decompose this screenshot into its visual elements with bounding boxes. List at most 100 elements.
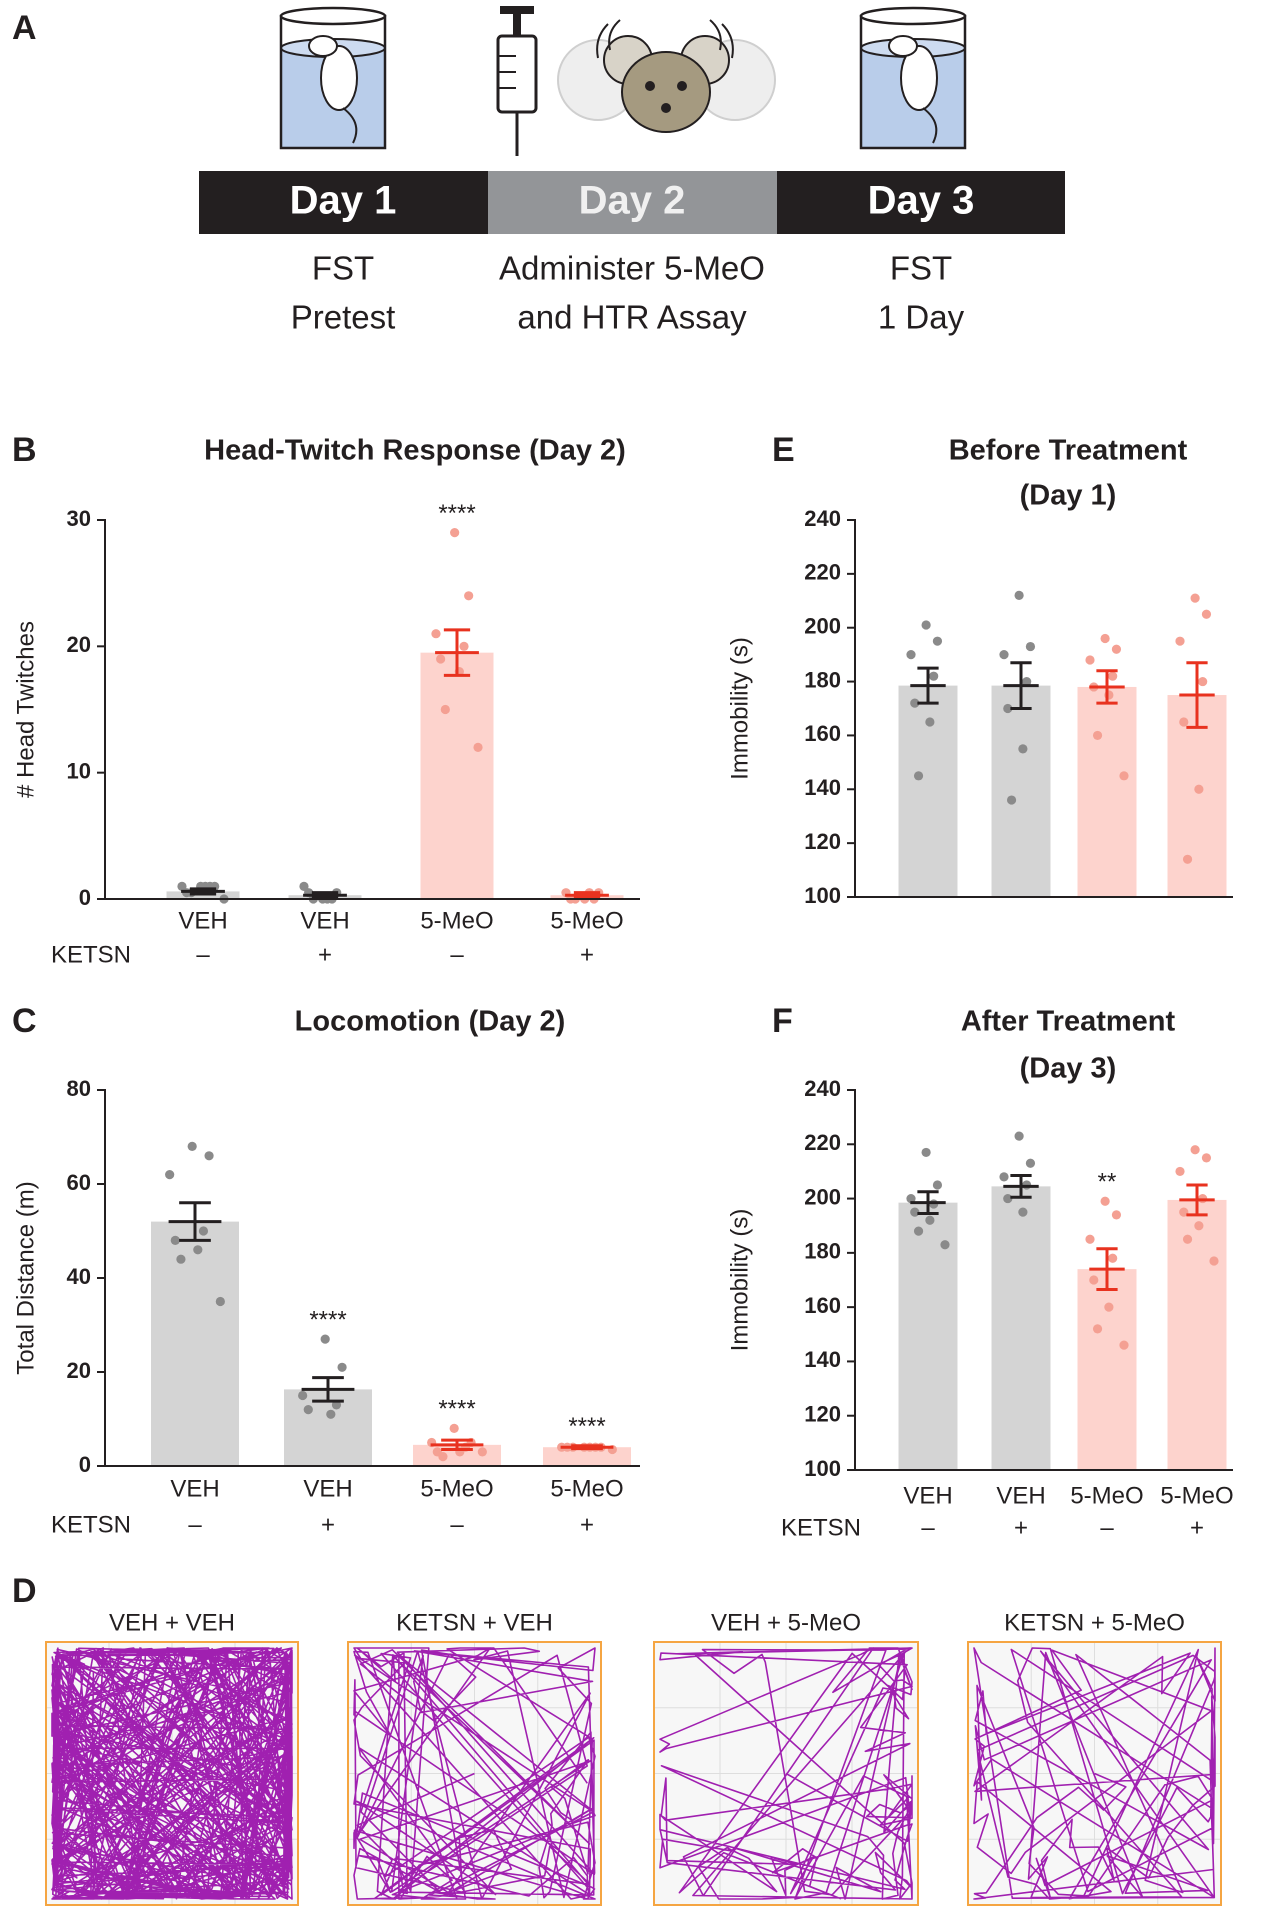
arena-border	[967, 1641, 1222, 1906]
data-point	[1190, 1145, 1200, 1155]
data-point	[1025, 1158, 1036, 1168]
plunger-rod	[513, 14, 521, 36]
significance: ****	[438, 1396, 475, 1423]
data-point	[1025, 641, 1036, 652]
data-point	[1209, 1256, 1219, 1266]
data-point	[204, 1151, 214, 1161]
chart-title: Locomotion (Day 2)	[295, 1006, 566, 1038]
day-label: Day 2	[579, 179, 686, 223]
row-value: +	[1014, 1514, 1028, 1541]
y-tick-label: 220	[804, 1130, 841, 1155]
data-point	[921, 1147, 931, 1158]
significance: ****	[309, 1306, 346, 1333]
row-value: +	[580, 1511, 594, 1538]
data-point	[473, 742, 483, 753]
y-tick-label: 240	[804, 506, 841, 531]
data-point	[1111, 1210, 1122, 1220]
step-text: FST	[890, 250, 952, 287]
x-tick-label: VEH	[300, 907, 349, 934]
trajectory	[659, 1647, 913, 1900]
track-title: VEH + VEH	[109, 1609, 235, 1636]
data-point	[1182, 1234, 1193, 1244]
y-tick-label: 100	[804, 1456, 841, 1481]
data-point	[1085, 1234, 1095, 1244]
data-point	[449, 1423, 459, 1433]
data-point	[450, 528, 460, 538]
panel-label: D	[12, 1572, 37, 1610]
error-bar	[1089, 1247, 1125, 1291]
trajectory	[51, 1647, 293, 1900]
data-point	[477, 1447, 487, 1457]
data-point	[1022, 676, 1032, 687]
y-tick-label: 120	[804, 1402, 841, 1427]
y-tick-label: 160	[804, 721, 841, 746]
error-bar	[430, 1438, 484, 1452]
data-point	[925, 717, 935, 727]
bar	[151, 1221, 239, 1466]
x-tick-label: 5-MeO	[1070, 1482, 1143, 1509]
data-point	[1175, 636, 1185, 646]
data-point	[326, 1409, 336, 1419]
row-value: –	[450, 941, 464, 968]
row-label: KETSN	[781, 1514, 861, 1541]
data-point	[1092, 730, 1103, 741]
x-tick-label: 5-MeO	[550, 1475, 623, 1502]
plunger	[500, 6, 534, 14]
bar	[1167, 1199, 1227, 1470]
data-point	[177, 881, 187, 891]
step-text: FST	[312, 250, 374, 287]
data-point	[925, 1215, 935, 1225]
bar	[991, 1186, 1051, 1470]
error-bar	[910, 1190, 946, 1215]
chart-title: (Day 3)	[1020, 1053, 1117, 1085]
significance: ****	[568, 1413, 605, 1440]
step-text: 1 Day	[878, 299, 965, 336]
bar	[898, 685, 958, 897]
y-tick-label: 160	[804, 1293, 841, 1318]
timeline-segment	[777, 171, 1065, 234]
mouse-head	[621, 51, 711, 133]
data-point	[303, 1405, 313, 1415]
data-point	[1182, 854, 1193, 864]
data-point	[906, 1193, 916, 1204]
data-point	[438, 1452, 448, 1462]
x-tick-label: VEH	[303, 1475, 352, 1502]
row-value: +	[321, 1511, 335, 1538]
error-bar	[1003, 661, 1039, 710]
y-tick-label: 100	[804, 883, 841, 908]
y-tick-label: 20	[67, 632, 91, 657]
panel-label: A	[12, 9, 37, 47]
data-point	[1100, 633, 1110, 644]
data-point	[337, 1362, 347, 1372]
x-tick-label: 5-MeO	[420, 1475, 493, 1502]
error-bar	[435, 628, 479, 677]
data-point	[170, 1235, 180, 1245]
data-point	[298, 1390, 308, 1401]
x-tick-label: 5-MeO	[550, 907, 623, 934]
y-tick-label: 240	[804, 1076, 841, 1101]
row-value: –	[1100, 1514, 1114, 1541]
day-label: Day 3	[868, 179, 975, 223]
data-point	[193, 1245, 203, 1255]
row-value: +	[318, 941, 332, 968]
data-point	[1119, 771, 1129, 781]
error-bar	[168, 1201, 222, 1242]
error-bar	[181, 887, 225, 896]
significance: **	[1098, 1169, 1117, 1196]
data-point	[1201, 1153, 1212, 1163]
error-bar	[910, 666, 946, 705]
y-tick-label: 220	[804, 560, 841, 585]
data-point	[176, 1254, 186, 1264]
y-tick-label: 180	[804, 1239, 841, 1264]
arena-border	[45, 1641, 299, 1906]
data-point	[464, 591, 474, 601]
timeline-segment	[199, 171, 488, 234]
data-point	[910, 698, 920, 708]
x-tick-label: VEH	[170, 1475, 219, 1502]
panel-label: F	[772, 1002, 793, 1040]
rat-head	[888, 35, 918, 57]
row-value: +	[580, 941, 594, 968]
data-point	[299, 881, 309, 891]
y-tick-label: 10	[67, 758, 91, 783]
